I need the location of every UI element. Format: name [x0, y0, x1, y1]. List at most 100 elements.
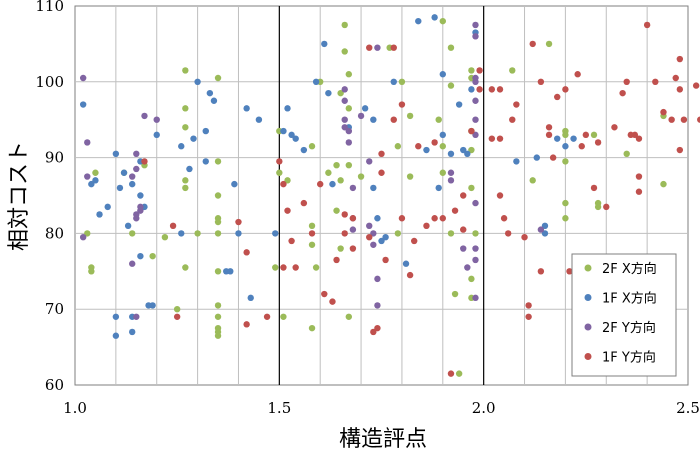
- data-point: [451, 207, 459, 214]
- legend-label: 2F X方向: [602, 261, 657, 277]
- data-point: [415, 143, 422, 150]
- data-point: [345, 139, 353, 146]
- data-point: [280, 127, 287, 135]
- data-point: [182, 124, 189, 131]
- data-point: [652, 78, 659, 86]
- data-point: [370, 116, 377, 123]
- data-point: [284, 177, 291, 184]
- data-point: [660, 108, 667, 116]
- data-point: [611, 124, 618, 131]
- y-axis-title: 相対コスト: [7, 141, 32, 251]
- data-point: [112, 150, 120, 158]
- data-point: [137, 192, 144, 199]
- data-point: [406, 112, 414, 120]
- data-point: [529, 40, 536, 48]
- legend-marker: [584, 294, 592, 301]
- data-point: [623, 150, 630, 158]
- data-point: [276, 169, 283, 176]
- data-point: [366, 222, 373, 230]
- data-point: [137, 207, 144, 214]
- data-point: [153, 131, 160, 139]
- data-point: [460, 226, 467, 233]
- data-point: [390, 44, 397, 51]
- data-point: [284, 207, 291, 214]
- data-point: [382, 256, 389, 264]
- data-point: [214, 332, 222, 339]
- data-point: [227, 268, 234, 275]
- data-point: [280, 264, 287, 271]
- data-point: [668, 116, 675, 123]
- data-point: [210, 97, 218, 104]
- data-point: [243, 321, 250, 328]
- data-point: [447, 177, 455, 184]
- data-point: [88, 268, 95, 275]
- data-point: [464, 264, 471, 271]
- data-point: [206, 89, 214, 97]
- data-point: [214, 158, 222, 165]
- data-point: [84, 173, 91, 180]
- data-point: [468, 127, 475, 135]
- data-point: [112, 332, 120, 339]
- data-point: [133, 150, 140, 158]
- data-point: [182, 184, 189, 192]
- data-point: [402, 260, 410, 267]
- data-point: [149, 302, 156, 309]
- data-point: [513, 101, 520, 108]
- legend-label: 1F Y方向: [602, 350, 656, 366]
- data-point: [366, 158, 373, 165]
- legend: 2F X方向 1F X方向 2F Y方向 1F Y方向: [571, 253, 677, 377]
- data-point: [468, 146, 475, 154]
- data-point: [472, 245, 479, 252]
- data-point: [337, 89, 344, 97]
- data-point: [460, 146, 467, 154]
- data-point: [141, 158, 148, 165]
- data-point: [533, 154, 540, 161]
- data-point: [333, 161, 340, 169]
- data-point: [169, 222, 177, 230]
- data-point: [349, 184, 357, 192]
- data-point: [329, 180, 336, 188]
- data-point: [272, 230, 279, 237]
- data-point: [472, 230, 479, 237]
- data-point: [345, 105, 353, 112]
- data-point: [88, 180, 95, 188]
- data-point: [194, 230, 201, 237]
- data-point: [292, 264, 299, 271]
- data-point: [182, 264, 189, 271]
- x-tick-label: 1.5: [267, 399, 291, 417]
- data-point: [447, 150, 455, 158]
- data-point: [447, 82, 455, 89]
- data-point: [341, 86, 348, 93]
- data-point: [214, 313, 222, 320]
- data-point: [570, 135, 577, 142]
- data-point: [284, 105, 291, 112]
- data-point: [394, 143, 402, 150]
- data-point: [366, 44, 373, 51]
- data-point: [582, 131, 590, 139]
- data-point: [554, 93, 561, 101]
- data-point: [631, 131, 639, 139]
- data-point: [231, 180, 238, 188]
- data-point: [337, 245, 344, 252]
- data-point: [529, 177, 536, 184]
- data-point: [235, 230, 242, 237]
- data-point: [472, 97, 479, 104]
- data-point: [374, 215, 381, 222]
- data-point: [460, 245, 467, 252]
- data-point: [214, 192, 222, 199]
- y-tick-label: 110: [35, 0, 64, 15]
- data-point: [321, 290, 328, 298]
- data-point: [643, 21, 651, 29]
- data-point: [509, 116, 516, 123]
- data-point: [345, 127, 353, 135]
- data-point: [202, 127, 209, 135]
- x-tick-label: 2.5: [676, 399, 700, 417]
- data-point: [141, 112, 148, 120]
- data-point: [178, 230, 185, 237]
- data-point: [104, 203, 111, 211]
- data-point: [415, 17, 422, 25]
- data-point: [554, 135, 561, 142]
- data-point: [341, 211, 348, 218]
- data-point: [537, 226, 545, 233]
